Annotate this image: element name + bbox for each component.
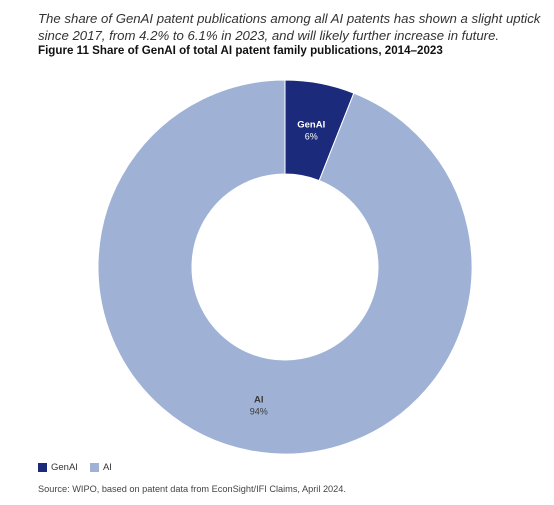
legend-label-genai: GenAI (51, 462, 78, 473)
slice-value-genai: 6% (305, 131, 318, 141)
legend-item-ai: AI (89, 462, 112, 473)
legend-swatch-genai (38, 463, 47, 472)
slice-label-genai: GenAI (297, 119, 325, 130)
legend-label-ai: AI (102, 462, 112, 473)
intro-text: The share of GenAI patent publications a… (38, 11, 541, 43)
legend-item-genai: GenAI (38, 462, 78, 473)
figure-title: Figure 11 Share of GenAI of total AI pat… (38, 44, 443, 57)
legend-swatch-ai (89, 463, 99, 472)
slice-value-ai: 94% (250, 407, 268, 417)
chart-legend: GenAI AI (38, 462, 124, 473)
slice-ai (97, 79, 473, 455)
source-note: Source: WIPO, based on patent data from … (38, 484, 346, 494)
slice-label-ai: AI (254, 395, 264, 406)
